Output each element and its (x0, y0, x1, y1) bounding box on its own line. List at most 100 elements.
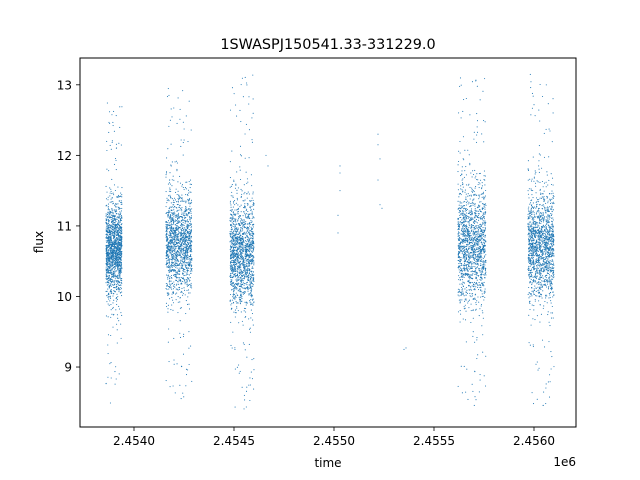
data-point (252, 237, 254, 239)
data-point (483, 281, 485, 284)
data-point (189, 286, 191, 288)
data-point (174, 243, 176, 245)
data-point (190, 129, 192, 131)
data-point (119, 220, 122, 222)
data-point (248, 193, 250, 195)
data-point (233, 289, 235, 291)
data-point (176, 292, 178, 294)
data-point (233, 93, 235, 95)
data-point (243, 266, 245, 268)
data-point (107, 253, 109, 255)
data-point (253, 264, 255, 266)
data-point (177, 181, 179, 183)
data-point (184, 268, 186, 271)
data-point (484, 269, 486, 271)
data-point (186, 226, 188, 228)
data-point (179, 196, 181, 198)
data-point (237, 290, 239, 292)
data-point (118, 208, 120, 211)
data-point (251, 359, 253, 361)
data-point (190, 269, 192, 271)
data-point (171, 229, 173, 231)
data-point (248, 103, 250, 105)
data-point (113, 313, 115, 315)
data-point (239, 263, 241, 266)
data-point (106, 271, 108, 273)
data-point (239, 252, 241, 254)
data-point (251, 211, 253, 213)
data-point (177, 220, 179, 222)
data-point (185, 213, 187, 215)
data-point (186, 279, 188, 281)
data-point (233, 201, 235, 203)
data-point (168, 210, 170, 212)
data-point (237, 210, 239, 212)
data-point (177, 200, 179, 202)
data-point (176, 256, 178, 258)
data-point (235, 253, 237, 255)
data-point (482, 351, 484, 353)
data-point (239, 154, 242, 156)
data-point (174, 248, 176, 251)
data-point (116, 258, 119, 260)
data-point (244, 206, 246, 208)
data-point (176, 193, 178, 196)
data-point (120, 242, 122, 244)
data-point (231, 209, 233, 211)
data-point (253, 208, 255, 210)
data-point (120, 218, 122, 220)
data-point (172, 238, 174, 240)
data-point (173, 248, 175, 250)
data-point (481, 133, 483, 135)
data-point (175, 259, 177, 261)
data-point (180, 257, 182, 259)
data-point (110, 218, 112, 220)
data-point (168, 288, 170, 290)
data-point (172, 288, 175, 290)
data-point (175, 273, 177, 275)
data-point (243, 226, 245, 228)
data-point (182, 254, 184, 256)
data-point (247, 215, 249, 217)
data-point (231, 249, 234, 252)
data-point (114, 221, 116, 224)
data-point (183, 251, 185, 254)
data-point (190, 242, 192, 245)
data-point (239, 288, 241, 290)
data-point (235, 300, 237, 302)
data-point (231, 184, 233, 186)
data-point (251, 244, 253, 246)
data-point (183, 252, 185, 255)
data-point (113, 293, 115, 295)
data-point (231, 222, 233, 224)
data-point (242, 200, 244, 202)
data-point (253, 358, 255, 360)
data-point (111, 232, 113, 234)
data-point (110, 251, 112, 253)
data-point (173, 270, 175, 272)
data-point (250, 174, 252, 176)
data-point (188, 208, 190, 210)
data-point (247, 254, 249, 257)
data-point (110, 304, 112, 306)
data-point (235, 263, 237, 266)
data-point (239, 264, 241, 266)
data-point (113, 299, 115, 301)
data-point (249, 283, 251, 285)
data-point (250, 209, 252, 212)
data-point (251, 313, 253, 315)
data-point (182, 240, 184, 242)
data-point (172, 291, 174, 293)
data-point (110, 362, 112, 364)
data-point (118, 257, 121, 259)
data-point (179, 296, 181, 299)
data-point (243, 193, 245, 195)
data-point (183, 250, 185, 252)
data-point (235, 183, 237, 185)
data-point (119, 253, 121, 255)
data-point (244, 264, 246, 266)
data-point (248, 294, 250, 296)
data-point (110, 278, 112, 280)
data-point (115, 264, 117, 266)
